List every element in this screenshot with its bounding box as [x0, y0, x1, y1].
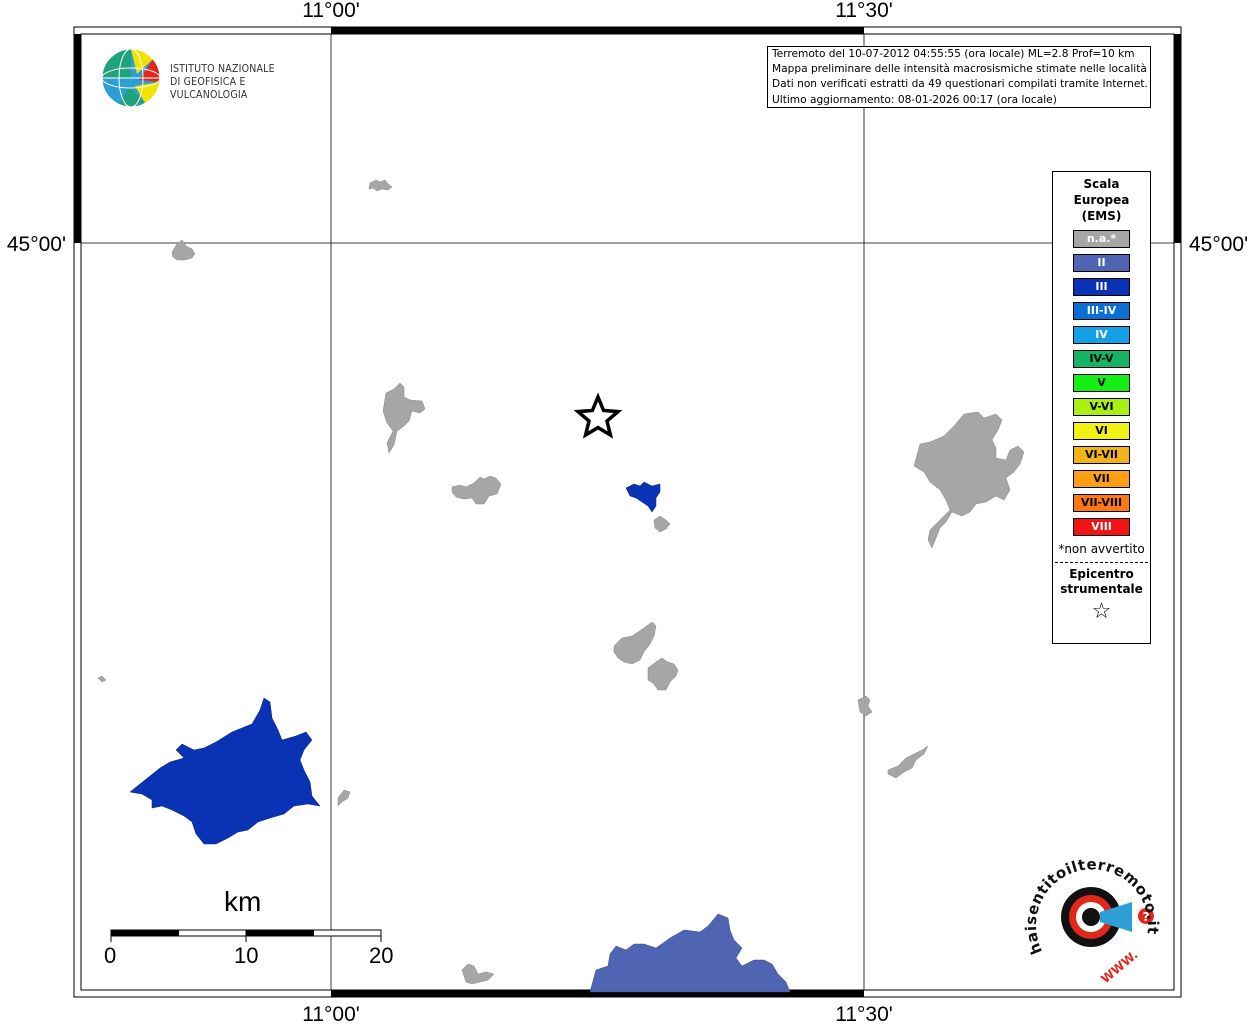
locality-na — [451, 475, 502, 505]
lon-label-top-2: 11°30' — [835, 0, 893, 22]
locality-na — [913, 411, 1025, 549]
legend-epicenter-line: strumentale — [1060, 582, 1143, 596]
lat-label-right: 45°00' — [1189, 233, 1248, 256]
legend-swatch: IV-V — [1073, 350, 1130, 368]
svg-text:?: ? — [1143, 910, 1150, 924]
legend-items: n.a.* II III III-IV IV IV-V V V-VI VI VI-VII VII VI… — [1053, 230, 1150, 536]
locality-na — [382, 382, 426, 454]
legend-epicenter-line: Epicentro — [1069, 567, 1134, 581]
frame-bar-right — [1174, 34, 1181, 243]
lat-label-left: 45°00' — [7, 233, 66, 256]
scale-bar — [110, 929, 382, 942]
legend-epicenter-label: Epicentro strumentale — [1053, 567, 1150, 597]
localities-not-felt — [97, 179, 1025, 985]
locality-na — [97, 675, 107, 683]
locality-iii — [625, 481, 661, 513]
logo-line-2: DI GEOFISICA E VULCANOLOGIA — [170, 76, 248, 101]
locality-iii — [129, 697, 321, 845]
legend-title-line: Europea — [1073, 193, 1130, 207]
logo-line-1: ISTITUTO NAZIONALE — [170, 63, 275, 75]
localities-intensity-ii — [589, 913, 791, 993]
locality-na — [857, 695, 873, 717]
lon-label-bottom-2: 11°30' — [835, 1003, 893, 1024]
legend-title: Scala Europea (EMS) — [1053, 176, 1150, 224]
locality-ii — [589, 913, 791, 993]
legend-title-line: (EMS) — [1081, 209, 1122, 223]
legend-swatch: VIII — [1073, 518, 1130, 536]
scale-unit: km — [224, 886, 262, 917]
locality-na — [368, 179, 393, 192]
epicenter-star — [573, 392, 623, 439]
event-info-box: Terremoto del 10-07-2012 04:55:55 (ora l… — [767, 46, 1151, 108]
locality-na — [461, 963, 495, 985]
legend-note: *non avvertito — [1058, 542, 1145, 556]
localities-intensity-iii — [129, 481, 661, 845]
legend-swatch: III — [1073, 278, 1130, 296]
lon-label-top-1: 11°00' — [302, 0, 360, 22]
locality-na — [171, 239, 196, 261]
legend-swatch: VI — [1073, 422, 1130, 440]
ems-legend: Scala Europea (EMS) n.a.* II III III-IV IV IV… — [1052, 171, 1151, 644]
info-line-2: Mappa preliminare delle intensità macros… — [772, 63, 1147, 76]
locality-na — [653, 515, 671, 533]
map-inner-frame — [80, 33, 1175, 991]
legend-swatch: VII — [1073, 470, 1130, 488]
ingv-logo: ISTITUTO NAZIONALE DI GEOFISICA E VULCAN… — [100, 48, 320, 110]
legend-swatch: III-IV — [1073, 302, 1130, 320]
frame-bar-top — [331, 27, 864, 34]
scale-tick-0: 0 — [104, 943, 117, 968]
locality-na — [647, 657, 679, 691]
lon-label-bottom-1: 11°00' — [302, 1003, 360, 1024]
legend-swatch: II — [1073, 254, 1130, 272]
info-line-4: Ultimo aggiornamento: 08-01-2026 00:17 (… — [772, 93, 1057, 106]
locality-na — [887, 745, 929, 779]
legend-swatch: n.a.* — [1073, 230, 1130, 248]
locality-na — [613, 621, 657, 665]
legend-swatch: V-VI — [1073, 398, 1130, 416]
legend-swatch: VI-VII — [1073, 446, 1130, 464]
scale-tick-20: 20 — [369, 943, 394, 968]
legend-separator — [1055, 562, 1148, 563]
ingv-logo-icon — [101, 48, 161, 108]
legend-swatch: IV — [1073, 326, 1130, 344]
legend-swatch: V — [1073, 374, 1130, 392]
scale-tick-10: 10 — [234, 943, 259, 968]
info-line-3: Dati non verificati estratti da 49 quest… — [772, 78, 1148, 91]
legend-swatch: VII-VIII — [1073, 494, 1130, 512]
info-line-1: Terremoto del 10-07-2012 04:55:55 (ora l… — [772, 48, 1135, 60]
legend-title-line: Scala — [1083, 177, 1120, 191]
frame-bar-left — [74, 34, 81, 243]
frame-bar-bottom — [331, 990, 864, 997]
legend-star-icon: ☆ — [1091, 599, 1112, 624]
locality-na — [337, 789, 351, 807]
